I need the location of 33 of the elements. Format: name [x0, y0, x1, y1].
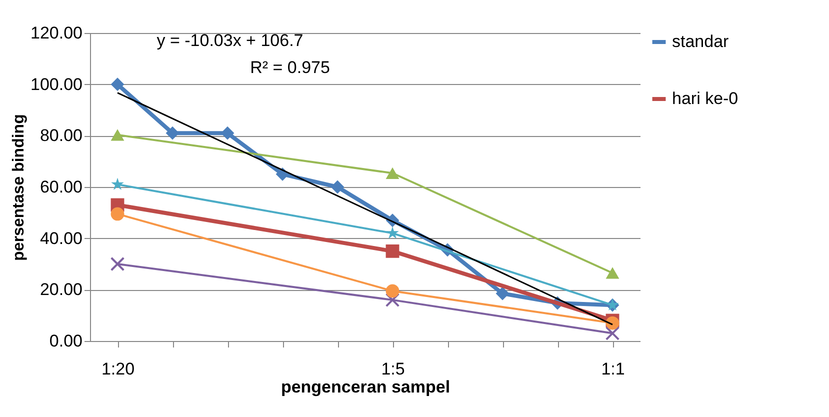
point [386, 244, 400, 258]
point [110, 78, 124, 92]
point [330, 180, 344, 194]
legend-label: standar [672, 32, 730, 51]
point [110, 207, 124, 221]
point [386, 167, 400, 179]
point [385, 292, 400, 308]
y-tick-label: 100.00 [30, 74, 82, 94]
point [166, 126, 180, 140]
point [110, 129, 124, 141]
legend-label: hari ke-0 [672, 89, 738, 108]
point [111, 178, 124, 190]
x-tick-label: 1:20 [101, 360, 135, 378]
annotation: y = -10.03x + 106.7 [156, 31, 304, 50]
annotation: R² = 0.975 [250, 58, 330, 77]
point [496, 286, 510, 300]
y-axis-title: persentase binding [10, 114, 28, 261]
point [605, 326, 620, 340]
y-tick-label: 60.00 [40, 178, 82, 196]
y-tick-label: 80.00 [40, 126, 82, 146]
point [606, 316, 620, 330]
y-tick-label: 40.00 [40, 228, 82, 248]
x-tick-label: 1:5 [381, 360, 405, 378]
point [606, 267, 620, 279]
x-axis-title: pengenceran sampel [280, 378, 450, 396]
point [386, 226, 399, 239]
y-tick-label: 20.00 [40, 280, 82, 300]
x-tick-label: 1:1 [601, 360, 625, 378]
point [220, 126, 234, 140]
point [386, 284, 400, 298]
point [110, 256, 125, 272]
y-tick-label: 0.00 [49, 332, 82, 350]
y-tick-label: 120.00 [30, 24, 82, 42]
